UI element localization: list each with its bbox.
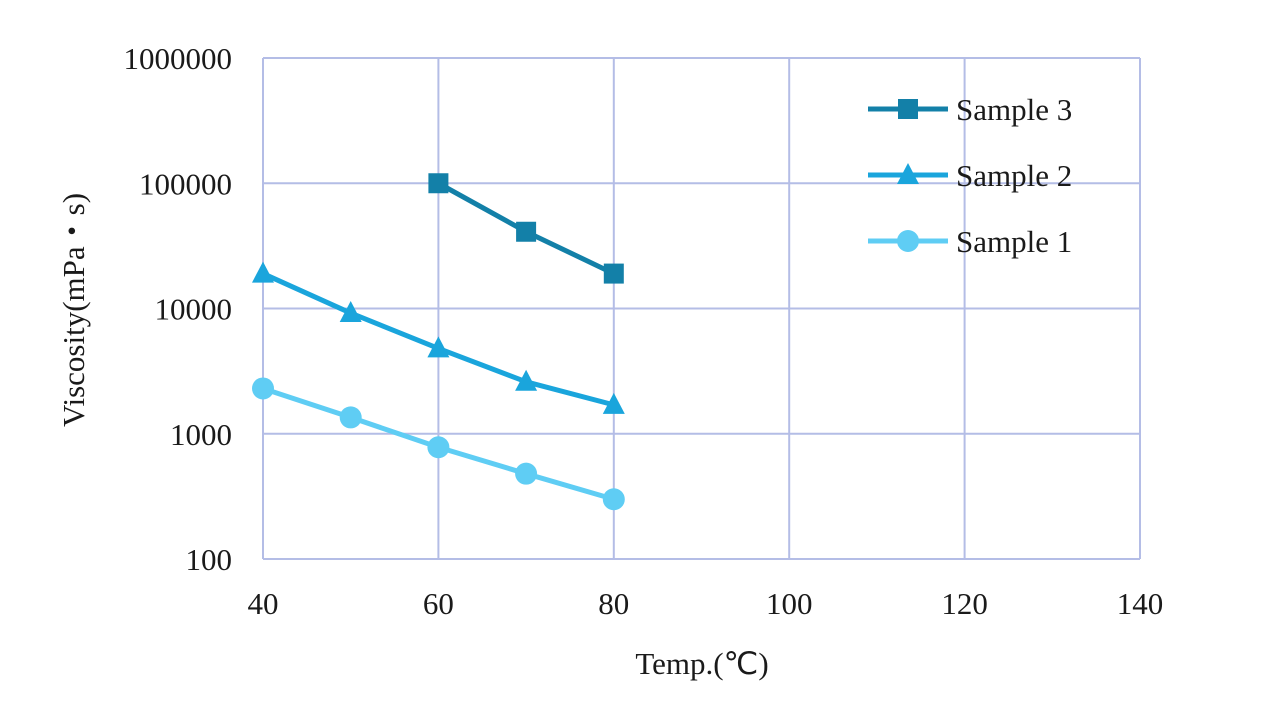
grid bbox=[262, 57, 1141, 560]
x-tick-label: 140 bbox=[1117, 586, 1164, 621]
y-tick-label: 10000 bbox=[155, 292, 233, 327]
x-tick-label: 80 bbox=[598, 586, 629, 621]
series-layer bbox=[252, 173, 625, 511]
legend-item: Sample 2 bbox=[868, 158, 1072, 193]
x-tick-label: 40 bbox=[248, 586, 279, 621]
y-tick-label: 1000000 bbox=[124, 41, 233, 76]
x-axis-ticks: 40 60 80 100 120 140 bbox=[248, 586, 1164, 621]
legend-label: Sample 2 bbox=[956, 158, 1072, 193]
x-tick-label: 60 bbox=[423, 586, 454, 621]
data-point bbox=[252, 261, 274, 283]
data-point bbox=[602, 488, 625, 511]
legend: Sample 3 Sample 2 Sample 1 bbox=[868, 92, 1072, 259]
legend-swatch-marker bbox=[897, 230, 919, 252]
data-point bbox=[252, 377, 274, 400]
data-point bbox=[427, 336, 450, 358]
data-point bbox=[428, 173, 449, 194]
series-sample-3 bbox=[428, 173, 624, 284]
data-point bbox=[339, 301, 362, 323]
y-tick-label: 1000 bbox=[170, 417, 232, 452]
data-point bbox=[427, 436, 450, 459]
data-point bbox=[603, 263, 624, 284]
legend-label: Sample 1 bbox=[956, 224, 1072, 259]
data-point bbox=[602, 392, 625, 414]
y-tick-label: 100000 bbox=[139, 166, 232, 201]
legend-swatch-marker bbox=[897, 163, 919, 184]
series-sample-1 bbox=[252, 377, 625, 511]
y-axis-ticks: 100 1000 10000 100000 1000000 bbox=[124, 41, 233, 577]
x-tick-label: 100 bbox=[766, 586, 813, 621]
legend-item: Sample 3 bbox=[868, 92, 1072, 127]
data-point bbox=[515, 369, 538, 391]
x-axis-title: Temp.(℃) bbox=[635, 646, 768, 681]
y-tick-label: 100 bbox=[186, 542, 233, 577]
data-point bbox=[516, 221, 537, 242]
data-point bbox=[515, 462, 538, 485]
series-sample-2 bbox=[252, 261, 625, 414]
legend-swatch-marker bbox=[898, 99, 918, 119]
legend-item: Sample 1 bbox=[868, 224, 1072, 259]
y-axis-title: Viscosity(mPa・s) bbox=[56, 193, 91, 427]
x-tick-label: 120 bbox=[941, 586, 988, 621]
data-point bbox=[339, 406, 362, 429]
legend-label: Sample 3 bbox=[956, 92, 1072, 127]
